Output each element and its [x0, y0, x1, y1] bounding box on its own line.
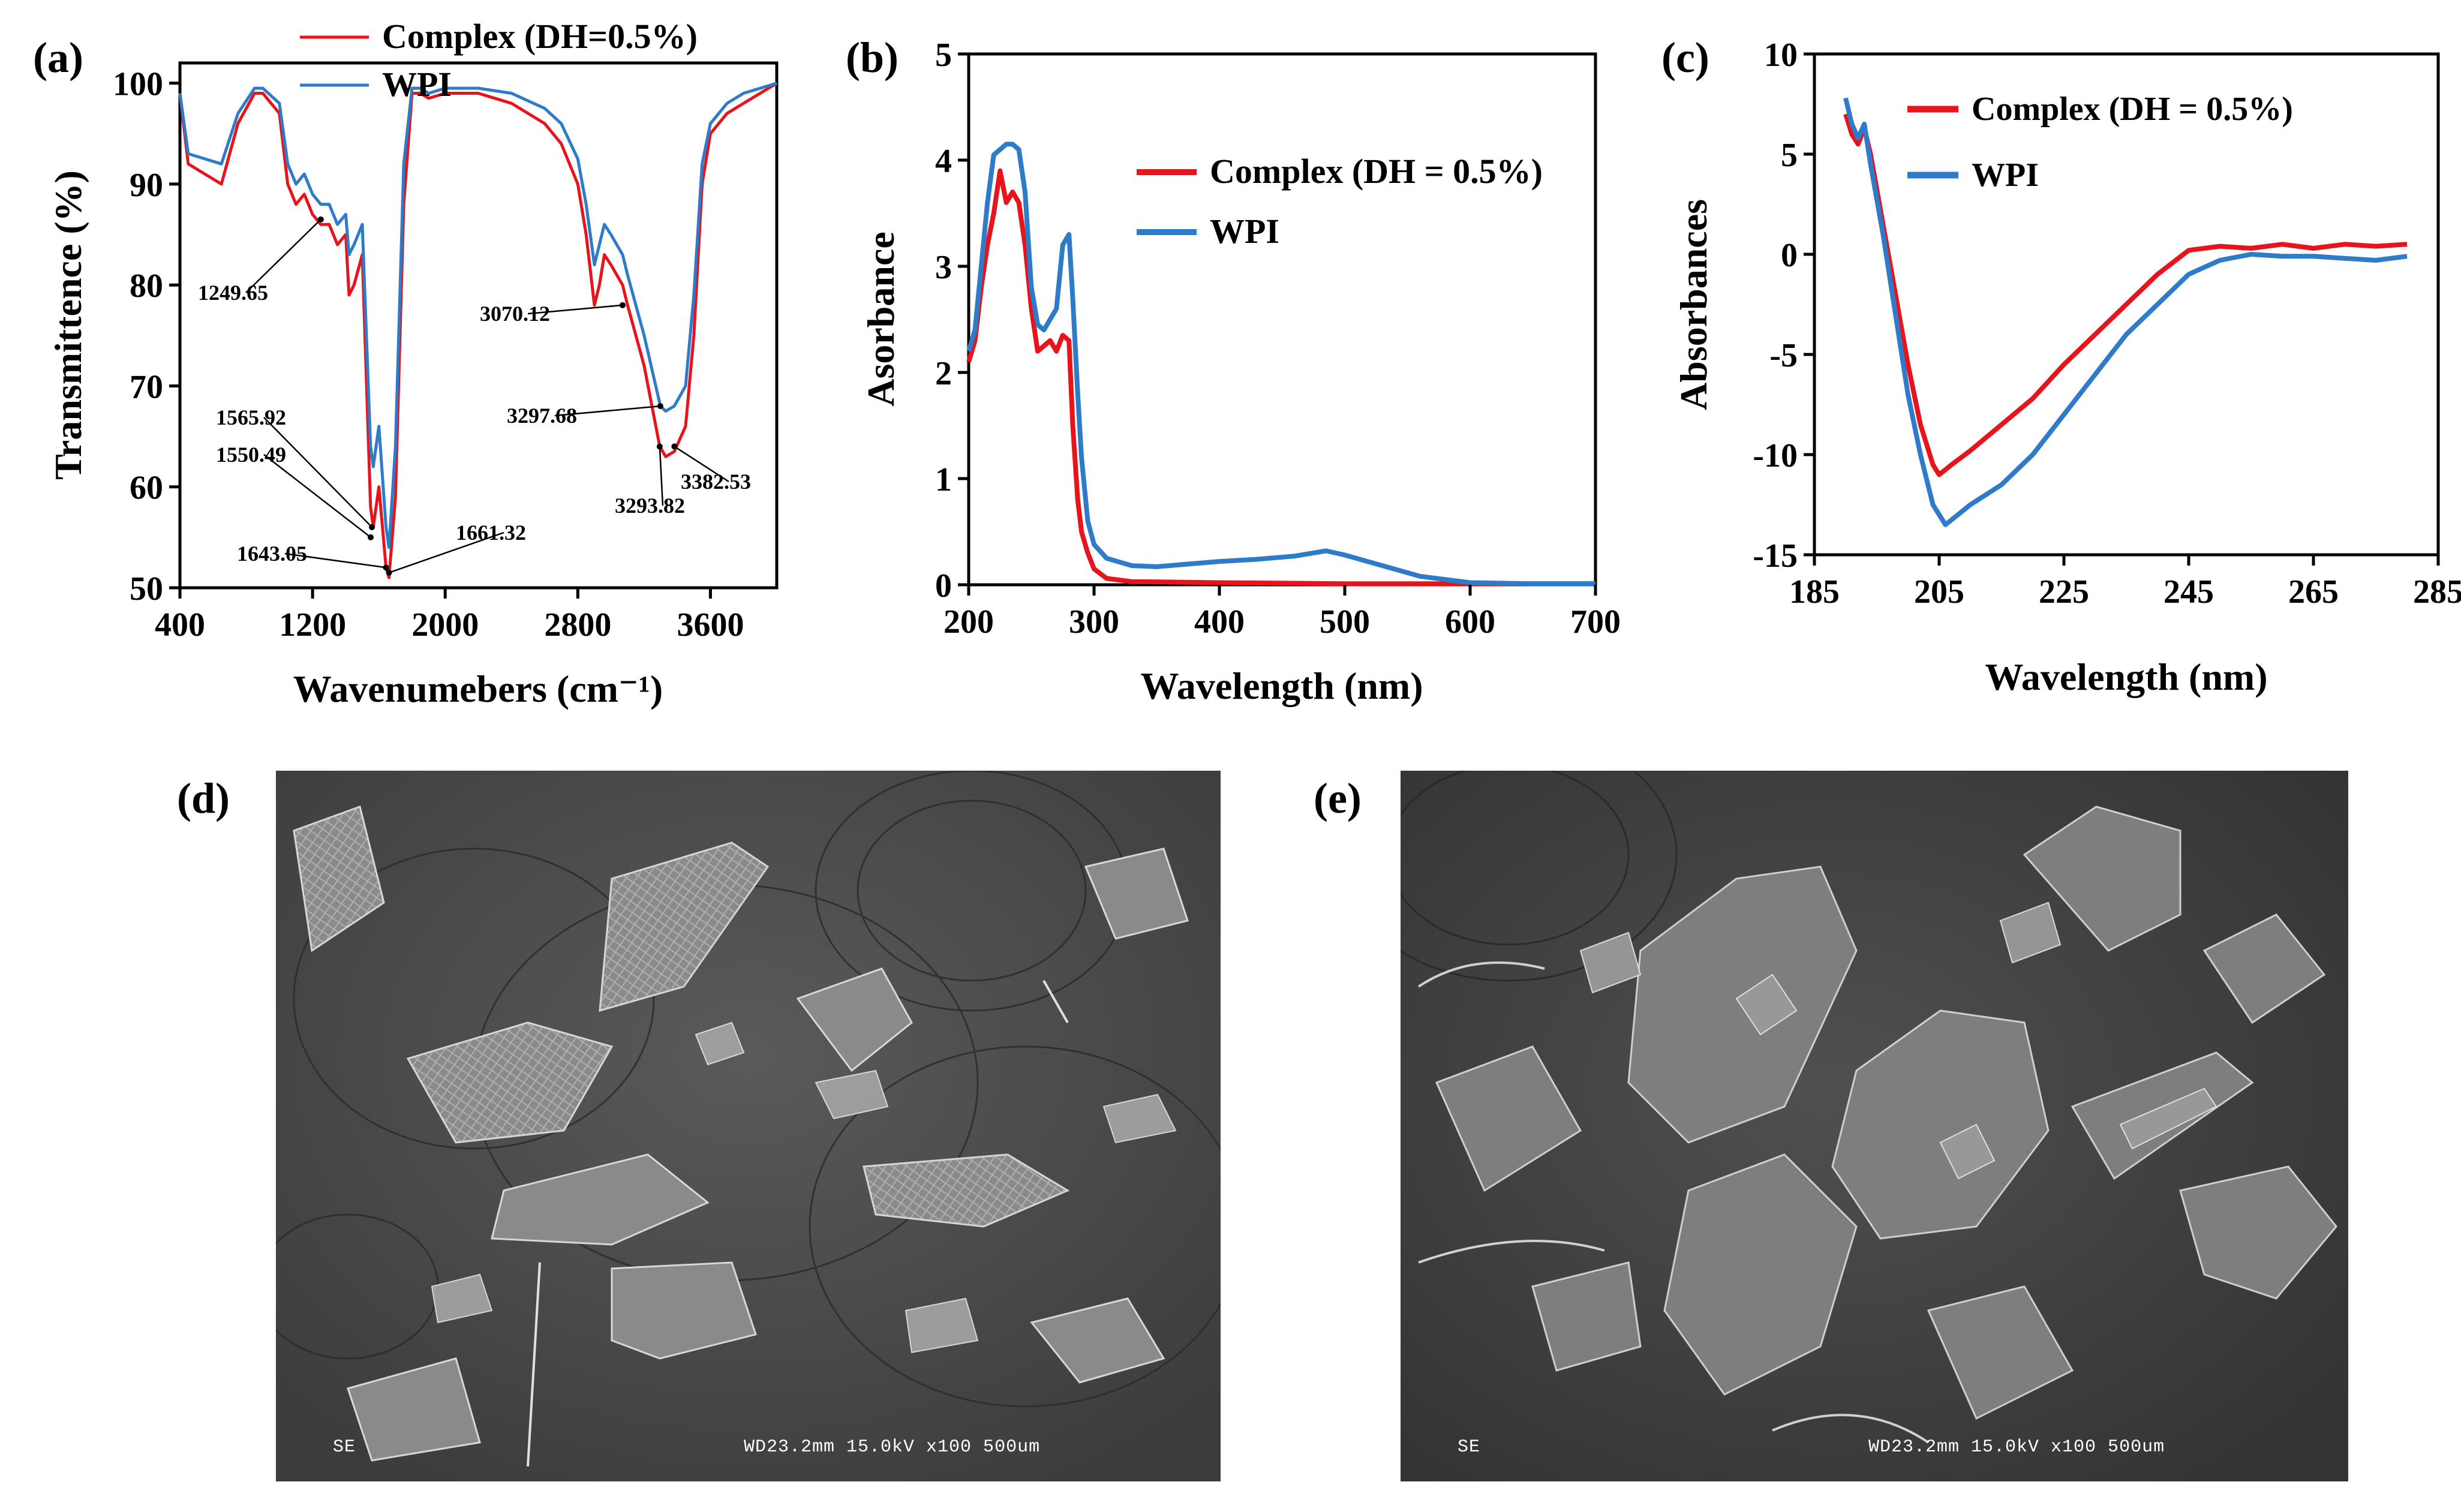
xtick-label-c-2: 225 — [2039, 573, 2089, 611]
sem-info-right-d: WD23.2mm 15.0kV x100 500um — [744, 1437, 1041, 1457]
xlabel-b: Wavelength (nm) — [1140, 665, 1423, 707]
annotation-arrowhead-7 — [656, 443, 663, 450]
ylabel-c: Absorbances — [1672, 199, 1715, 410]
legend-label-c-1: WPI — [1972, 157, 2039, 194]
xtick-label-a-3: 2800 — [544, 606, 611, 644]
ytick-label-b-2: 2 — [935, 355, 952, 392]
ylabel-a: Transmittence (%) — [47, 170, 89, 480]
panel-label-d: (d) — [177, 774, 230, 822]
ytick-label-b-3: 3 — [935, 249, 952, 286]
xtick-label-b-1: 300 — [1069, 603, 1119, 641]
annotation-arrowhead-6 — [657, 403, 663, 410]
sem-image-e: SE WD23.2mm 15.0kV x100 500um — [1401, 771, 2348, 1481]
annotation-arrow-4 — [389, 531, 504, 573]
panel-label-a: (a) — [33, 34, 83, 82]
series-line-b-0 — [966, 168, 1595, 587]
panel-label-e: (e) — [1314, 774, 1362, 822]
legend-label-a-1: WPI — [382, 65, 452, 104]
panel-label-b: (b) — [846, 34, 899, 82]
ytick-label-a-4: 90 — [130, 167, 163, 204]
annotation-arrowhead-3 — [383, 564, 389, 571]
plot-frame-b — [967, 52, 1597, 587]
ytick-label-c-0: -15 — [1753, 537, 1798, 575]
annotation-arrowhead-5 — [619, 302, 626, 308]
annotation-arrowhead-0 — [317, 216, 324, 223]
xtick-label-b-3: 500 — [1320, 603, 1370, 641]
ytick-label-b-4: 4 — [935, 143, 952, 180]
sem-info-left-d: SE — [333, 1437, 356, 1457]
chart-c: (c) 185 205 225 245 265 285 -15 -10 -5 0 5 10 Compl… — [1661, 34, 2461, 698]
series-line-a-0 — [178, 82, 778, 579]
ylabel-b: Asorbance — [860, 232, 902, 407]
legend-label-b-0: Complex (DH = 0.5%) — [1210, 152, 1543, 191]
xtick-label-b-2: 400 — [1194, 603, 1245, 641]
annotation-arrowhead-2 — [367, 534, 374, 540]
annotation-6: 3297.68 — [507, 404, 577, 428]
xtick-label-c-0: 185 — [1789, 573, 1840, 611]
panel-label-c: (c) — [1661, 34, 1709, 82]
sem-info-right-e: WD23.2mm 15.0kV x100 500um — [1868, 1437, 2165, 1457]
ytick-label-c-5: 10 — [1764, 37, 1798, 74]
annotation-arrowhead-8 — [671, 443, 678, 450]
annotation-arrow-2 — [263, 454, 371, 538]
xtick-label-b-4: 600 — [1445, 603, 1495, 641]
annotation-7: 3293.82 — [615, 494, 685, 518]
chart-a: (a) 400 1200 2000 2800 3600 50 60 70 80 90 100 124… — [33, 17, 779, 710]
plot-frame-a — [178, 61, 779, 590]
xtick-label-c-3: 245 — [2163, 573, 2214, 611]
annotation-4: 1661.32 — [456, 521, 526, 545]
xtick-label-b-5: 700 — [1570, 603, 1621, 641]
series-line-b-1 — [966, 142, 1595, 587]
sem-image-d: SE WD23.2mm 15.0kV x100 500um — [276, 771, 1221, 1481]
annotation-3: 1643.05 — [237, 542, 307, 566]
xtick-label-a-2: 2000 — [411, 606, 479, 644]
ytick-label-a-1: 60 — [130, 470, 163, 507]
annotation-1: 1565.92 — [216, 405, 286, 429]
series-line-c-0 — [1843, 113, 2408, 477]
annotation-arrow-5 — [527, 304, 623, 315]
chart-b: (b) 200 300 400 500 600 700 0 1 2 3 4 5 Complex (DH… — [846, 34, 1621, 707]
xtick-label-c-1: 205 — [1914, 573, 1964, 611]
ytick-label-b-1: 1 — [935, 461, 952, 498]
annotation-arrowhead-1 — [369, 524, 375, 531]
sem-info-left-e: SE — [1458, 1437, 1481, 1457]
ytick-label-c-3: 0 — [1781, 237, 1798, 274]
sem-texture-e — [1401, 771, 2348, 1481]
xtick-label-a-1: 1200 — [279, 606, 346, 644]
ytick-label-a-2: 70 — [130, 368, 163, 405]
annotation-arrowhead-4 — [386, 569, 392, 576]
xtick-label-a-4: 3600 — [677, 606, 744, 644]
ytick-label-a-3: 80 — [130, 267, 163, 305]
series-line-c-1 — [1843, 97, 2408, 527]
sem-texture-d — [276, 771, 1221, 1481]
legend-label-b-1: WPI — [1210, 212, 1279, 251]
xtick-label-c-5: 285 — [2413, 573, 2461, 611]
annotation-0: 1249.65 — [198, 281, 268, 305]
annotation-arrow-8 — [674, 446, 729, 483]
legend-label-c-0: Complex (DH = 0.5%) — [1972, 91, 2293, 128]
xlabel-a: Wavenumebers (cm⁻¹) — [293, 668, 663, 710]
ytick-label-c-1: -10 — [1753, 437, 1798, 474]
xtick-label-b-0: 200 — [943, 603, 994, 641]
ytick-label-a-0: 50 — [130, 570, 163, 608]
annotation-arrow-1 — [263, 417, 372, 528]
ytick-label-b-0: 0 — [935, 567, 952, 605]
ytick-label-a-5: 100 — [113, 66, 163, 103]
ytick-label-b-5: 5 — [935, 37, 952, 74]
annotation-arrow-6 — [554, 405, 660, 417]
plot-frame-c — [1813, 52, 2440, 557]
legend-label-a-0: Complex (DH=0.5%) — [382, 17, 698, 56]
annotation-arrow-3 — [284, 552, 386, 569]
xlabel-c: Wavelength (nm) — [1985, 656, 2267, 698]
series-line-a-1 — [178, 82, 777, 549]
xtick-label-c-4: 265 — [2288, 573, 2339, 611]
annotation-arrow-0 — [245, 218, 321, 293]
ytick-label-c-2: -5 — [1769, 337, 1798, 374]
annotation-arrow-7 — [659, 446, 664, 506]
ytick-label-c-4: 5 — [1781, 137, 1798, 174]
xtick-label-a-0: 400 — [155, 606, 205, 644]
annotation-5: 3070.12 — [480, 302, 550, 326]
